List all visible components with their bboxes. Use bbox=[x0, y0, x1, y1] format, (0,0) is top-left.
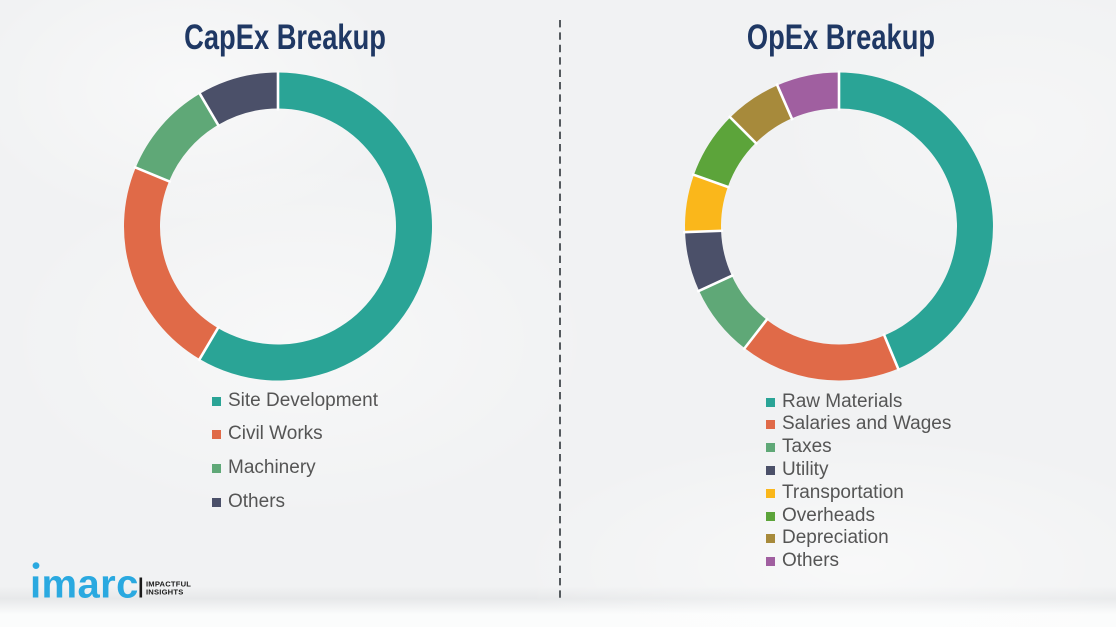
svg-text:INSIGHTS: INSIGHTS bbox=[146, 587, 183, 596]
svg-text:IMPACTFUL: IMPACTFUL bbox=[146, 580, 191, 589]
svg-text:ımarc: ımarc bbox=[30, 562, 139, 606]
